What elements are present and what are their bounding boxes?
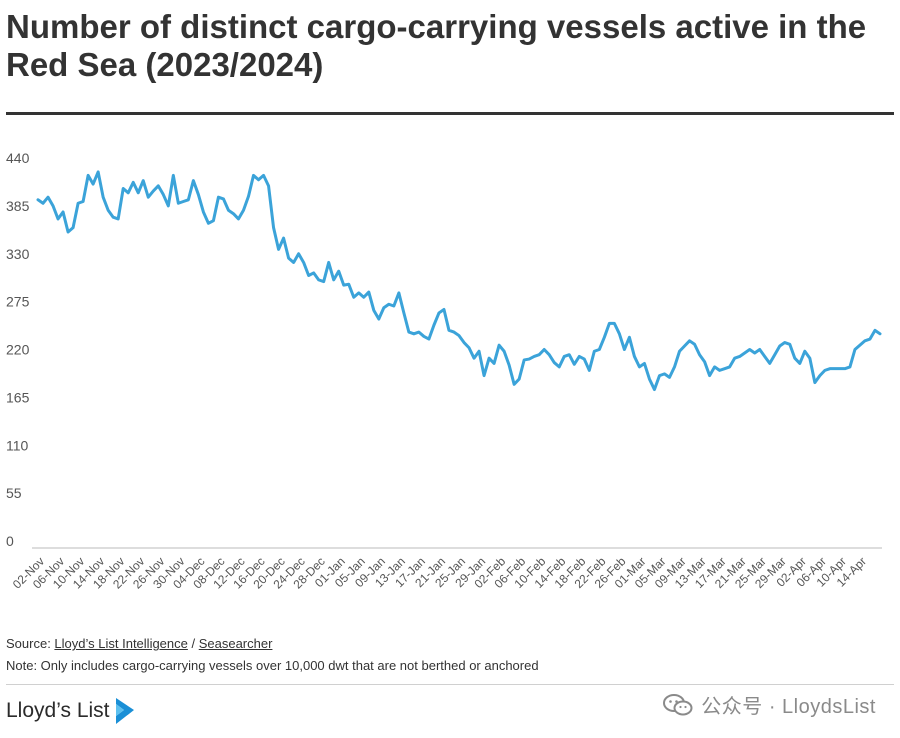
- source-separator: /: [187, 636, 199, 651]
- y-tick-label: 110: [6, 437, 29, 453]
- y-tick-label: 440: [6, 150, 30, 166]
- source-prefix: Source:: [6, 636, 55, 651]
- wechat-icon: [663, 693, 693, 715]
- footer-rule: [6, 684, 894, 685]
- brand-name: Lloyd’s List: [6, 699, 110, 722]
- line-chart: 0 55 110 165 220 275 330 385 440 02-Nov06-Nov10-…: [6, 150, 882, 591]
- watermark-text: 公众号 · LloydsList: [701, 696, 876, 718]
- watermark: 公众号 · LloydsList: [663, 690, 876, 719]
- chart-note: Note: Only includes cargo-carrying vesse…: [6, 658, 539, 673]
- brand-logo: Lloyd’s List: [6, 696, 136, 726]
- x-axis: 02-Nov06-Nov10-Nov14-Nov18-Nov22-Nov26-N…: [10, 554, 869, 591]
- source-line: Source: Lloyd’s List Intelligence / Seas…: [6, 636, 272, 651]
- source-link-seasearcher[interactable]: Seasearcher: [198, 636, 273, 651]
- y-axis: 0 55 110 165 220 275 330 385 440: [6, 150, 30, 549]
- y-tick-label: 275: [6, 294, 30, 310]
- y-tick-label: 55: [6, 485, 22, 501]
- y-tick-label: 385: [6, 198, 30, 214]
- lloyds-list-chevron-icon: [115, 698, 134, 724]
- title-rule: [6, 112, 894, 115]
- series-line-vessels: [36, 170, 882, 392]
- chart-title: Number of distinct cargo-carrying vessel…: [6, 8, 867, 83]
- y-tick-label: 0: [6, 533, 14, 549]
- y-tick-label: 165: [6, 389, 30, 405]
- y-tick-label: 330: [6, 246, 30, 262]
- source-link-lloyds-list-intelligence[interactable]: Lloyd’s List Intelligence: [54, 636, 188, 651]
- y-tick-label: 220: [6, 342, 30, 358]
